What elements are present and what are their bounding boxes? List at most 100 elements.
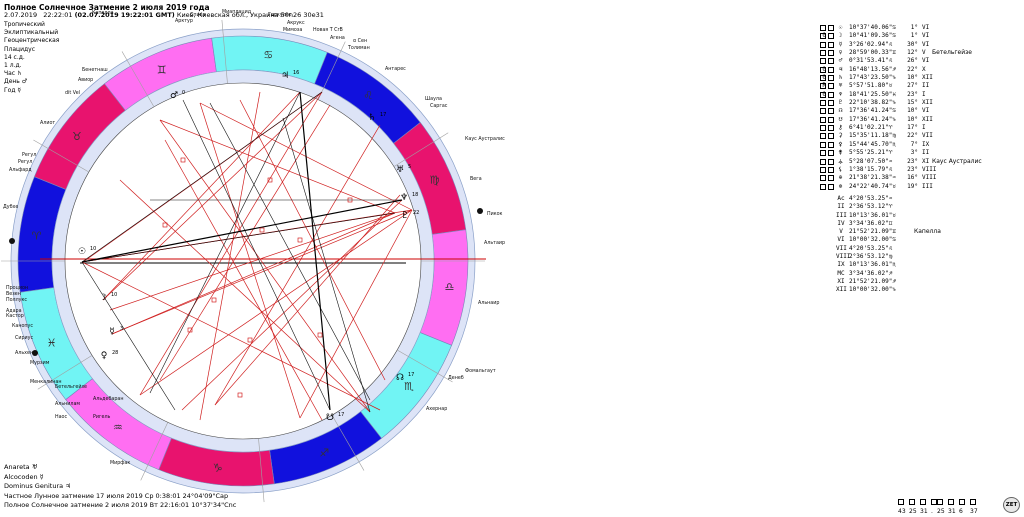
aspect-line <box>111 209 413 335</box>
aspect-line <box>159 119 371 413</box>
aspect-line <box>181 199 403 411</box>
cusp-row-label: XI <box>837 277 845 285</box>
planet-row-degree: 1° <box>910 32 918 40</box>
planet-row-box-2 <box>828 50 834 57</box>
planet-glyph-icon: ☋ <box>326 413 334 423</box>
planet-row-box-2 <box>828 158 834 165</box>
aspect-summary-count: 31 <box>948 508 956 515</box>
fixed-star-label: Регул <box>18 159 32 165</box>
planet-row-house: I <box>922 90 926 98</box>
chart-dateline: 2.07.2019 22:22:01 (02.07.2019 19:22:01 … <box>4 11 324 19</box>
planet-degree-label: 28 <box>112 350 118 356</box>
fixed-star-label: Арктур <box>175 18 193 24</box>
footer-alcocoden: Alcocoden ☿ <box>4 472 44 481</box>
house-cusp-line <box>221 19 228 84</box>
planet-row-position: 6°41'02.21"♈ <box>849 124 893 132</box>
chart-settings: Тропический Эклиптикальный Геоцентрическ… <box>4 21 59 95</box>
cusp-row-label: IX <box>837 261 845 269</box>
planet-glyph-icon: ♄ <box>838 74 843 82</box>
aspect-line <box>139 91 323 396</box>
setting-house-system: Плацидус <box>4 45 36 53</box>
aspect-marker <box>180 157 186 163</box>
planet-row-box-2 <box>828 166 834 173</box>
aspect-marker <box>267 177 273 183</box>
planet-glyph-icon: ♃ <box>838 65 843 73</box>
zodiac-sign-glyph: ♓ <box>47 336 57 349</box>
chart-place: Киев, Киевская обл., Украина 50n26 30e31 <box>176 11 324 19</box>
aspect-line <box>119 179 371 413</box>
planet-glyph-icon: ☊ <box>396 373 404 383</box>
house-cusp-line <box>33 139 89 173</box>
planet-row-degree: 12° <box>907 49 918 57</box>
aspect-line <box>182 99 331 411</box>
chart-date: 2.07.2019 <box>4 11 38 19</box>
cusp-row-label: MC <box>837 269 845 277</box>
planet-row-house: VII <box>922 132 933 140</box>
planet-row-house: X <box>922 65 926 73</box>
aspect-marker <box>162 222 168 228</box>
aspect-summary-count: 37 <box>970 508 978 515</box>
aspect-marker <box>211 297 217 303</box>
planet-row-position: 10°37'40.06"♋ <box>849 24 896 31</box>
planet-row-degree: 22° <box>907 132 918 140</box>
planet-row-box-1 <box>820 91 826 98</box>
aspect-line <box>81 91 323 263</box>
fixed-star-label: Дубхе <box>3 204 18 210</box>
setting-hour-ruler: Час ♄ <box>4 70 23 78</box>
planet-row-house: XII <box>922 99 933 107</box>
zet-logo: ZET <box>1003 497 1020 513</box>
aspect-marker <box>317 332 323 338</box>
planet-row-position: 24°22'40.74"♉ <box>849 182 896 190</box>
planet-row-box-1 <box>820 41 826 48</box>
planet-row-degree: 10° <box>907 107 918 115</box>
fixed-star-label: Регул <box>22 152 36 158</box>
cusp-row-label: VI <box>837 236 845 244</box>
planet-glyph-icon: ⚷ <box>838 124 843 132</box>
planet-row-box-2 <box>828 83 834 90</box>
planet-row-house: VI <box>922 107 930 115</box>
planet-row-box-1 <box>820 83 826 90</box>
planet-row-box-1 <box>820 66 826 73</box>
planet-row-house: VIII <box>922 174 937 182</box>
cusp-row-label: II <box>837 203 845 211</box>
planet-row-box-2 <box>828 141 834 148</box>
footer-anareta: Anareta ♅ <box>4 463 38 471</box>
planet-row-position: 10°41'09.36"♋ <box>849 32 896 40</box>
chart-footer: Anareta ♅ Alcocoden ☿ Dominus Genitura ♃… <box>4 463 236 511</box>
planet-glyph-icon: ⊗ <box>838 182 843 190</box>
house-cusp-line <box>140 422 169 481</box>
planet-row-box-1 <box>820 183 826 190</box>
planet-row-position: 1°38'15.79"♌ <box>849 165 893 173</box>
planet-row-house: VI <box>922 40 930 48</box>
planet-degree-label: 17 <box>380 112 386 118</box>
planet-row-house: VIII <box>922 165 937 173</box>
planet-glyph-icon: ☿ <box>109 327 115 337</box>
planet-degree-label: 22 <box>413 210 419 216</box>
star-marker <box>32 350 38 356</box>
planet-row-position: 17°36'41.24"♑ <box>849 115 896 123</box>
planet-row-box-2 <box>828 116 834 123</box>
aspect-line <box>209 102 371 401</box>
cusp-row-position: 21°52'21.09"♊ <box>849 228 896 236</box>
planet-glyph-icon: ♇ <box>401 211 409 221</box>
planet-degree-label: 0 <box>182 90 185 96</box>
aspect-line <box>282 117 371 413</box>
star-marker <box>9 238 15 244</box>
planet-glyph-icon: ♂ <box>838 57 843 65</box>
aspect-summary-box <box>959 499 965 505</box>
cusp-row-label: V <box>839 228 843 236</box>
setting-day-ruler: День ♂ <box>4 78 28 86</box>
setting-coordinates: Эклиптикальный <box>4 29 59 37</box>
aspect-summary-count: 31 <box>920 508 928 515</box>
planet-degree-label: 18 <box>412 192 418 198</box>
cusp-row-position: 2°36'53.12"♈ <box>849 203 893 211</box>
planet-row-box-1 <box>820 108 826 115</box>
fixed-star-label: Канопус <box>12 323 33 329</box>
fixed-star-label: Мимоза <box>283 27 302 33</box>
chart-time: 22:22:01 <box>43 11 73 19</box>
planet-row-house: XI <box>922 157 930 165</box>
planet-degree-label: 16 <box>293 70 299 76</box>
planet-row-house: I <box>922 124 926 132</box>
zodiac-sign-glyph: ♌ <box>363 89 373 102</box>
planet-row-box-1 <box>820 58 826 65</box>
